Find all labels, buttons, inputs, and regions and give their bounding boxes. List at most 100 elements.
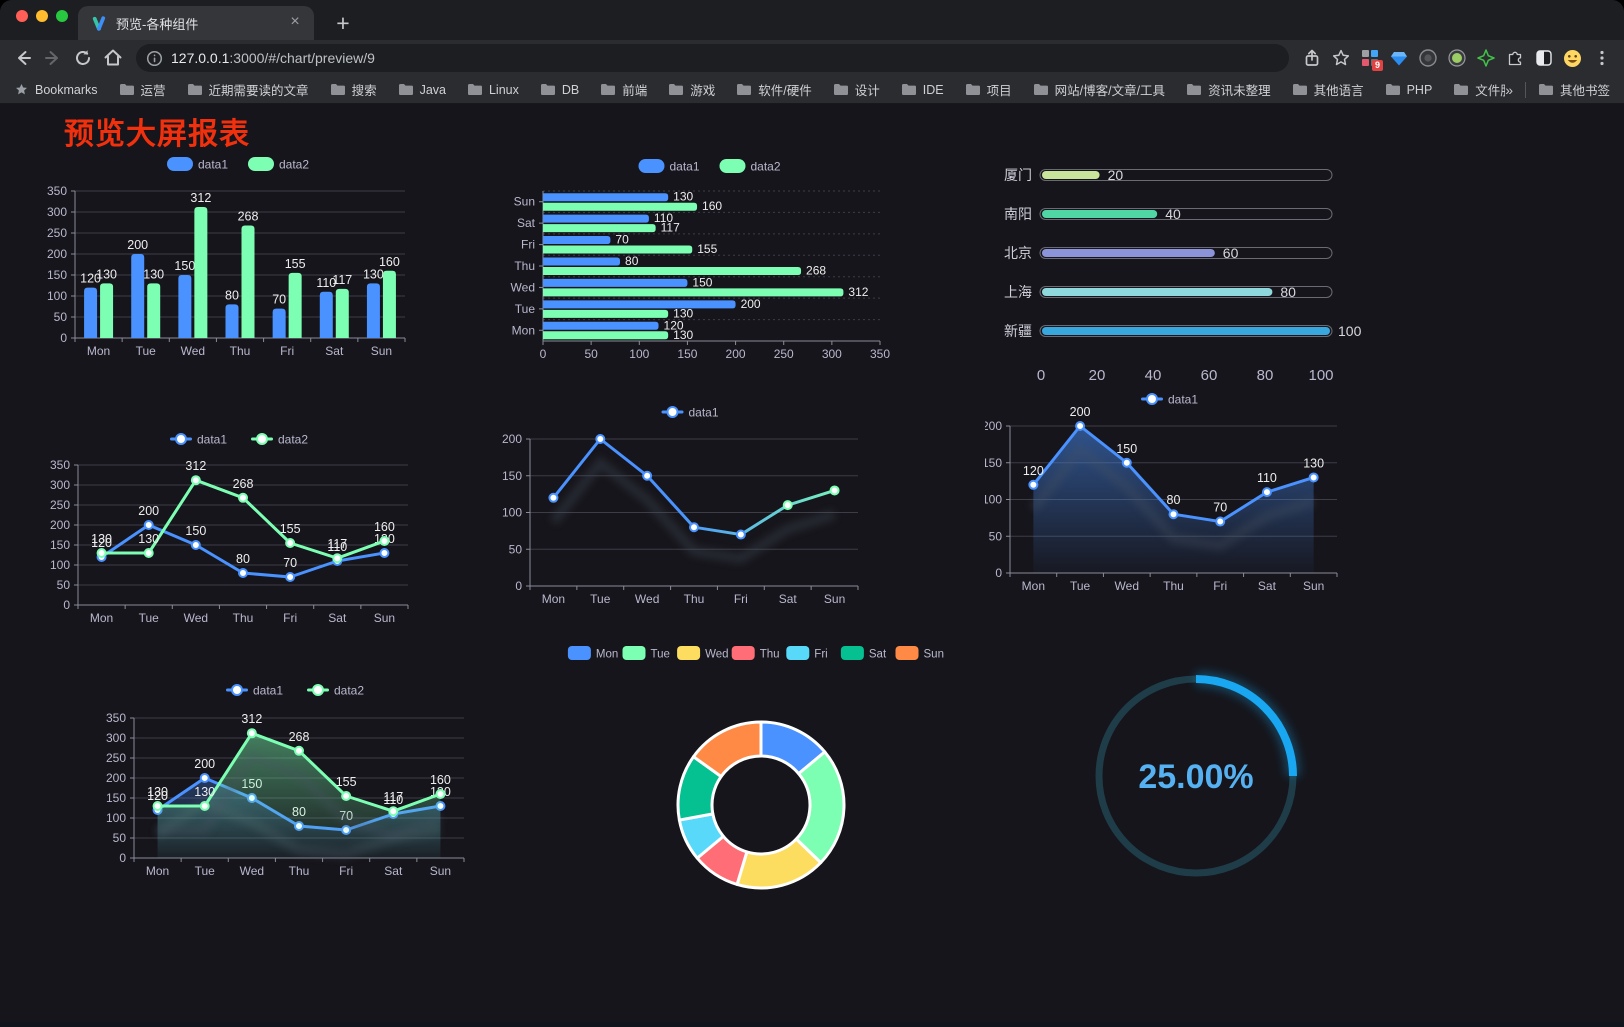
home-button[interactable] [98,44,128,72]
svg-text:60: 60 [1223,245,1239,261]
svg-text:268: 268 [289,730,310,744]
svg-text:70: 70 [283,556,297,570]
bookmarks-manager[interactable]: Bookmarks [14,82,98,97]
new-tab-button[interactable]: + [336,10,350,36]
bookmark-folder[interactable]: 文件服务器 [1453,80,1505,99]
bookmark-folder-label: 软件/硬件 [758,84,812,98]
svg-text:120: 120 [147,789,168,803]
back-button[interactable] [8,44,38,72]
bookmark-folder[interactable]: 搜索 [330,80,377,99]
folder-icon [1187,84,1202,95]
folder-icon [467,84,482,95]
svg-text:200: 200 [741,297,761,311]
svg-text:data1: data1 [689,406,719,420]
svg-text:Wed: Wed [705,649,728,661]
extension-dark-circle-button[interactable] [1413,44,1442,72]
folder-icon [1538,84,1553,95]
browser-menu-button[interactable] [1587,44,1616,72]
city-progress-chart[interactable]: 厦门 20 南阳 40 北京 60 上海 80 新疆 100 0 20 40 60 80 100 [985,153,1365,393]
area-line-chart[interactable]: 0 50 100 150 200 Mon Tue Wed Thu Fri Sat Sun 120 200 1… [982,386,1345,606]
reload-button[interactable] [68,44,98,72]
bookmark-folder[interactable]: Java [398,83,446,97]
bookmark-folder[interactable]: 运营 [119,80,166,99]
svg-text:150: 150 [677,347,697,361]
svg-text:北京: 北京 [1004,245,1032,261]
extension-green-circle-button[interactable] [1442,44,1471,72]
donut-chart[interactable]: Mon Tue Wed Thu Fri Sat Sun [555,636,955,906]
bookmark-folder[interactable]: DB [540,83,579,97]
bookmarks-overflow-button[interactable]: » [1505,81,1513,98]
extension-grid-button[interactable]: 9 [1355,44,1384,72]
svg-text:0: 0 [1037,367,1045,384]
svg-text:Thu: Thu [233,611,254,625]
url-host: 127.0.0.1 [171,50,230,66]
bookmarks-star-icon [16,83,27,95]
svg-text:上海: 上海 [1004,284,1032,300]
bookmark-folder[interactable]: 资讯未整理 [1186,80,1271,99]
svg-text:268: 268 [233,477,254,491]
folder-icon [540,84,555,95]
extension-green-star-button[interactable] [1471,44,1500,72]
bookmark-folder-label: 设计 [854,84,880,98]
bookmark-star-button[interactable] [1326,44,1355,72]
double-area-line-chart[interactable]: 0 50 100 150 200 250 300 350 Mon Tue Wed Thu Fri Sat S… [95,676,480,896]
folder-icon [833,84,848,95]
svg-text:110: 110 [327,540,347,554]
browser-tab[interactable]: 预览-各种组件 × [78,6,314,40]
extension-gem-button[interactable] [1384,44,1413,72]
svg-text:Mon: Mon [542,592,565,606]
url-bar[interactable]: 127.0.0.1:3000/#/chart/preview/9 [136,44,1289,72]
maximize-window-button[interactable] [56,10,68,22]
bookmark-folder[interactable]: Linux [467,83,519,97]
svg-text:150: 150 [47,268,67,282]
bookmark-folder[interactable]: 设计 [833,80,880,99]
bookmark-folder[interactable]: 其他语言 [1292,80,1364,99]
minimize-window-button[interactable] [36,10,48,22]
svg-text:厦门: 厦门 [1004,167,1032,183]
folder-icon [669,84,684,95]
bookmark-folder[interactable]: 前端 [600,80,647,99]
svg-text:250: 250 [106,751,126,765]
svg-text:Tue: Tue [139,611,160,625]
bookmark-folder-label: PHP [1406,82,1433,97]
bookmarks-divider [1524,81,1526,98]
multi-line-chart[interactable]: 0 50 100 150 200 250 300 350 Mon Tue Wed Thu Fri Sat S… [40,426,460,651]
bookmark-folder[interactable]: IDE [901,83,944,97]
back-icon [18,51,31,65]
extension-emoji-button[interactable] [1558,44,1587,72]
bookmark-folder[interactable]: 游戏 [668,80,715,99]
gradient-line-chart[interactable]: 0 50 100 150 200 Mon Tue Wed Thu Fri Sat Sun data1 [495,396,905,621]
tab-close-button[interactable]: × [290,13,300,30]
bookmark-folder[interactable]: PHP [1385,82,1433,97]
svg-text:Sat: Sat [869,649,887,661]
svg-text:150: 150 [174,259,195,273]
svg-text:50: 50 [113,831,127,845]
forward-button[interactable] [38,44,68,72]
progress-gauge[interactable]: 25.00% [1080,656,1312,901]
bookmark-folder[interactable]: 网站/博客/文章/工具 [1033,80,1165,99]
extension-badge: 9 [1372,60,1383,71]
svg-text:70: 70 [272,293,286,307]
svg-text:Wed: Wed [184,611,208,625]
svg-text:160: 160 [374,520,395,534]
bookmark-folder[interactable]: 软件/硬件 [736,80,812,99]
grouped-bar-chart[interactable]: 0 50 100 150 200 250 300 350 Mon Tue Wed Thu Fri Sat S… [40,149,460,380]
bookmark-folder[interactable]: 近期需要读的文章 [187,80,309,99]
svg-text:Sun: Sun [374,611,395,625]
svg-text:25.00%: 25.00% [1138,758,1253,796]
close-window-button[interactable] [16,10,28,22]
other-bookmarks-button[interactable]: 其他书签 [1538,80,1610,99]
svg-text:120: 120 [1023,464,1044,478]
svg-text:100: 100 [47,289,67,303]
horizontal-bar-chart[interactable]: 0 50 100 150 200 250 300 350 Sun Sat Fri Thu Wed Tue M… [505,149,905,380]
extensions-puzzle-button[interactable] [1500,44,1529,72]
site-info-icon[interactable] [146,50,163,67]
extension-halftone-button[interactable] [1529,44,1558,72]
svg-text:155: 155 [280,522,301,536]
bookmark-folder-label: 其他语言 [1313,84,1364,98]
svg-text:Sat: Sat [328,611,347,625]
bookmark-folder[interactable]: 项目 [965,80,1012,99]
share-button[interactable] [1297,44,1326,72]
svg-text:120: 120 [80,272,101,286]
star-icon [1332,49,1349,66]
